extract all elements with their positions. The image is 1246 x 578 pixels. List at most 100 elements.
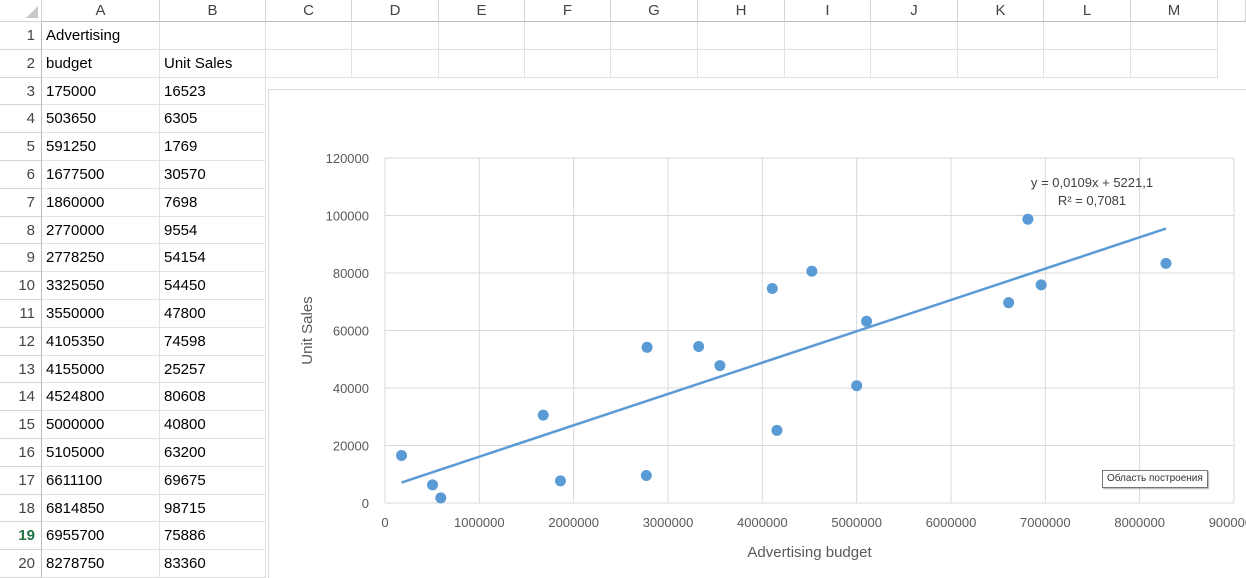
cell-b8[interactable]: 9554 — [160, 216, 266, 245]
row-header-20[interactable]: 20 — [0, 550, 42, 578]
row-header-4[interactable]: 4 — [0, 105, 42, 134]
cell-f2[interactable] — [525, 49, 611, 78]
cell-b19[interactable]: 75886 — [160, 522, 266, 551]
cell-a9[interactable]: 2778250 — [42, 244, 160, 273]
row-header-15[interactable]: 15 — [0, 411, 42, 439]
cell-a12[interactable]: 4105350 — [42, 327, 160, 356]
y-axis-label: Unit Sales — [299, 296, 316, 364]
row-header-18[interactable]: 18 — [0, 494, 42, 523]
cell-b15[interactable]: 40800 — [160, 411, 266, 439]
cell-a6[interactable]: 1677500 — [42, 161, 160, 189]
cell-g2[interactable] — [611, 49, 698, 78]
column-header-f[interactable]: F — [525, 0, 611, 22]
cell-a13[interactable]: 4155000 — [42, 355, 160, 384]
cell-b20[interactable]: 83360 — [160, 550, 266, 578]
cell-b17[interactable]: 69675 — [160, 466, 266, 495]
cell-a20[interactable]: 8278750 — [42, 550, 160, 578]
row-header-12[interactable]: 12 — [0, 327, 42, 356]
row-header-6[interactable]: 6 — [0, 161, 42, 189]
cell-b16[interactable]: 63200 — [160, 439, 266, 467]
cell-m1[interactable] — [1131, 22, 1218, 50]
cell-b10[interactable]: 54450 — [160, 272, 266, 300]
column-header-l[interactable]: L — [1044, 0, 1131, 22]
cell-l1[interactable] — [1044, 22, 1131, 50]
cell-b1[interactable] — [160, 22, 266, 50]
cell-a7[interactable]: 1860000 — [42, 188, 160, 217]
cell-a11[interactable]: 3550000 — [42, 300, 160, 328]
column-header-g[interactable]: G — [611, 0, 698, 22]
cell-a18[interactable]: 6814850 — [42, 494, 160, 523]
row-header-8[interactable]: 8 — [0, 216, 42, 245]
cell-a1[interactable]: Advertising — [42, 22, 160, 50]
cell-b12[interactable]: 74598 — [160, 327, 266, 356]
cell-a8[interactable]: 2770000 — [42, 216, 160, 245]
cell-k1[interactable] — [958, 22, 1044, 50]
cell-h1[interactable] — [698, 22, 785, 50]
row-header-11[interactable]: 11 — [0, 300, 42, 328]
cell-b2[interactable]: Unit Sales — [160, 49, 266, 78]
column-header-h[interactable]: H — [698, 0, 785, 22]
cell-f1[interactable] — [525, 22, 611, 50]
cell-a4[interactable]: 503650 — [42, 105, 160, 134]
cell-b5[interactable]: 1769 — [160, 133, 266, 161]
row-header-13[interactable]: 13 — [0, 355, 42, 384]
row-header-3[interactable]: 3 — [0, 77, 42, 106]
cell-h2[interactable] — [698, 49, 785, 78]
cell-a16[interactable]: 5105000 — [42, 439, 160, 467]
cell-b14[interactable]: 80608 — [160, 383, 266, 412]
cell-a3[interactable]: 175000 — [42, 77, 160, 106]
column-header-j[interactable]: J — [871, 0, 958, 22]
cell-b6[interactable]: 30570 — [160, 161, 266, 189]
cell-i1[interactable] — [785, 22, 871, 50]
cell-g1[interactable] — [611, 22, 698, 50]
cell-b4[interactable]: 6305 — [160, 105, 266, 134]
cell-b13[interactable]: 25257 — [160, 355, 266, 384]
cell-b7[interactable]: 7698 — [160, 188, 266, 217]
row-header-17[interactable]: 17 — [0, 466, 42, 495]
cell-c1[interactable] — [266, 22, 352, 50]
cell-b3[interactable]: 16523 — [160, 77, 266, 106]
cell-k2[interactable] — [958, 49, 1044, 78]
cell-a19[interactable]: 6955700 — [42, 522, 160, 551]
cell-b9[interactable]: 54154 — [160, 244, 266, 273]
cell-e1[interactable] — [439, 22, 525, 50]
cell-a17[interactable]: 6611100 — [42, 466, 160, 495]
column-header-e[interactable]: E — [439, 0, 525, 22]
cell-j1[interactable] — [871, 22, 958, 50]
row-header-9[interactable]: 9 — [0, 244, 42, 273]
row-header-1[interactable]: 1 — [0, 22, 42, 50]
cell-d2[interactable] — [352, 49, 439, 78]
cell-b18[interactable]: 98715 — [160, 494, 266, 523]
cell-a15[interactable]: 5000000 — [42, 411, 160, 439]
column-header-b[interactable]: B — [160, 0, 266, 22]
row-header-19[interactable]: 19 — [0, 522, 42, 551]
cell-e2[interactable] — [439, 49, 525, 78]
row-header-14[interactable]: 14 — [0, 383, 42, 412]
row-header-2[interactable]: 2 — [0, 49, 42, 78]
cell-m2[interactable] — [1131, 49, 1218, 78]
cell-a14[interactable]: 4524800 — [42, 383, 160, 412]
cell-j2[interactable] — [871, 49, 958, 78]
row-header-10[interactable]: 10 — [0, 272, 42, 300]
cell-a10[interactable]: 3325050 — [42, 272, 160, 300]
column-header-i[interactable]: I — [785, 0, 871, 22]
select-all-triangle-icon — [26, 6, 38, 18]
cell-l2[interactable] — [1044, 49, 1131, 78]
column-header-m[interactable]: M — [1131, 0, 1218, 22]
row-header-5[interactable]: 5 — [0, 133, 42, 161]
cell-i2[interactable] — [785, 49, 871, 78]
cell-c2[interactable] — [266, 49, 352, 78]
cell-d1[interactable] — [352, 22, 439, 50]
column-header-c[interactable]: C — [266, 0, 352, 22]
scatter-chart[interactable]: 0 1000000 2000000 3000000 4000000 5000000 6000… — [268, 89, 1246, 578]
cell-a5[interactable]: 591250 — [42, 133, 160, 161]
cell-b11[interactable]: 47800 — [160, 300, 266, 328]
column-header-d[interactable]: D — [352, 0, 439, 22]
cell-a2[interactable]: budget — [42, 49, 160, 78]
column-header-a[interactable]: A — [42, 0, 160, 22]
row-header-7[interactable]: 7 — [0, 188, 42, 217]
select-all-corner[interactable] — [0, 0, 42, 22]
row-header-16[interactable]: 16 — [0, 439, 42, 467]
column-header-k[interactable]: K — [958, 0, 1044, 22]
